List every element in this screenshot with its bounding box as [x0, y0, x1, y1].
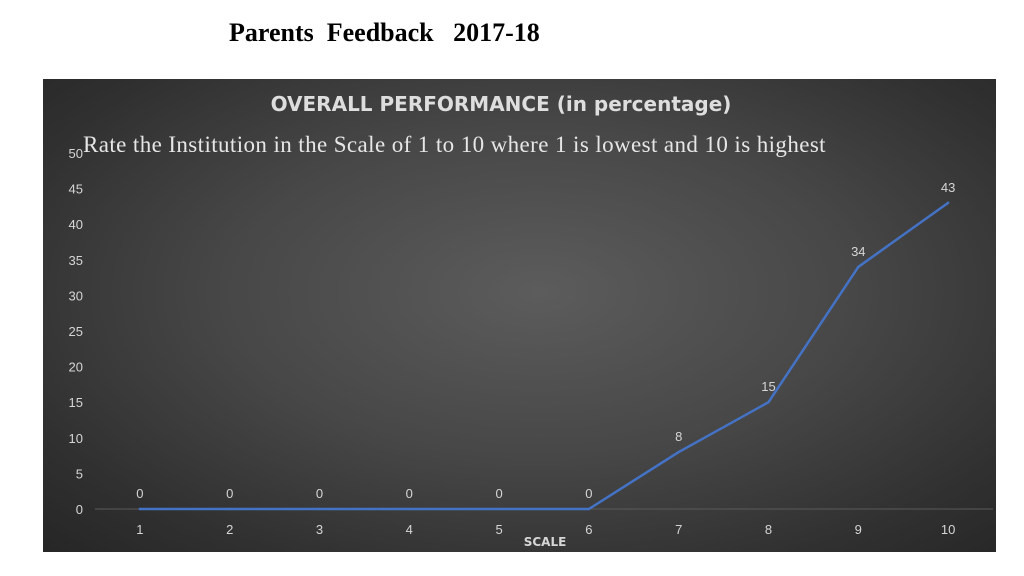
x-tick-label: 3 [316, 522, 323, 537]
series-line-group [138, 201, 950, 511]
data-label: 43 [941, 180, 955, 195]
chart-panel: OVERALL PERFORMANCE (in percentage) Rate… [43, 79, 996, 552]
x-tick-label: 2 [226, 522, 233, 537]
x-tick-label: 9 [855, 522, 862, 537]
data-labels: 0 0 0 0 0 0 8 15 34 43 [136, 180, 955, 501]
data-label: 8 [675, 429, 682, 444]
series-line [138, 201, 950, 511]
data-point [587, 507, 591, 511]
x-tick-label: 1 [136, 522, 143, 537]
data-label: 0 [316, 486, 323, 501]
data-point [677, 450, 680, 454]
y-tick-label: 20 [69, 360, 83, 375]
data-label: 0 [136, 486, 143, 501]
data-point [497, 507, 501, 511]
x-tick-label: 10 [941, 522, 955, 537]
x-tick-label: 6 [585, 522, 592, 537]
x-tick-label: 8 [765, 522, 772, 537]
y-tick-label: 45 [69, 182, 83, 197]
data-label: 0 [585, 486, 592, 501]
data-point [318, 507, 321, 511]
data-point [138, 507, 142, 511]
y-tick-label: 35 [69, 253, 83, 268]
y-tick-label: 0 [76, 502, 83, 517]
y-tick-label: 30 [69, 288, 83, 303]
data-label: 34 [851, 244, 865, 259]
x-tick-label: 4 [406, 522, 413, 537]
data-label: 0 [226, 486, 233, 501]
page-title: Parents Feedback 2017-18 [229, 18, 540, 47]
y-tick-label: 40 [69, 217, 83, 232]
y-tick-label: 5 [76, 466, 83, 481]
line-chart: OVERALL PERFORMANCE (in percentage) Rate… [69, 92, 993, 549]
data-point [857, 265, 860, 269]
data-point [228, 507, 231, 511]
x-axis-title: SCALE [524, 535, 567, 549]
chart-title: OVERALL PERFORMANCE (in percentage) [271, 92, 732, 116]
data-point [408, 507, 411, 511]
y-tick-label: 50 [69, 146, 83, 161]
y-axis-ticks: 0 5 10 15 20 25 30 35 40 45 50 [69, 146, 83, 517]
data-label: 15 [761, 379, 775, 394]
y-tick-label: 25 [69, 324, 83, 339]
data-point [946, 201, 950, 205]
y-tick-label: 15 [69, 395, 83, 410]
chart-subtitle: Rate the Institution in the Scale of 1 t… [83, 132, 826, 157]
x-axis-ticks: 1 2 3 4 5 6 7 8 9 10 [136, 522, 955, 537]
data-label: 0 [495, 486, 502, 501]
y-tick-label: 10 [69, 431, 83, 446]
data-label: 0 [406, 486, 413, 501]
data-point [767, 401, 770, 404]
x-tick-label: 7 [675, 522, 682, 537]
x-tick-label: 5 [495, 522, 502, 537]
